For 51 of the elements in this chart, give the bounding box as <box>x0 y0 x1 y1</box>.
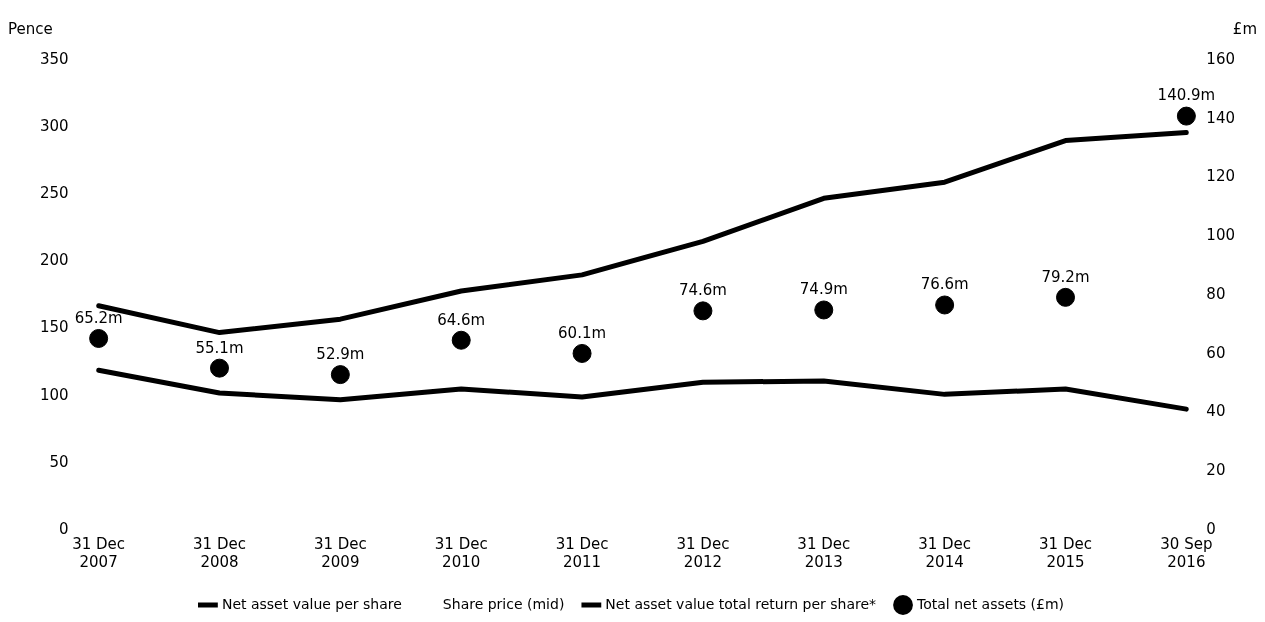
data-label: 140.9m <box>1157 86 1216 105</box>
data-label: 76.6m <box>920 275 969 294</box>
point <box>572 343 592 363</box>
data-label: 65.2m <box>74 308 123 327</box>
point <box>935 295 955 315</box>
legend-label: Net asset value total return per share* <box>605 595 877 612</box>
x-tick-label: 31 Dec 2014 <box>918 534 972 571</box>
y-tick-label: 150 <box>39 318 69 337</box>
data-label: 74.6m <box>678 281 727 300</box>
y2-axis-title: £m <box>1232 20 1257 39</box>
y2-tick-label: 40 <box>1206 402 1226 421</box>
legend-label: Total net assets (£m) <box>916 595 1065 612</box>
x-tick-label: 31 Dec 2008 <box>193 534 246 571</box>
y2-tick-label: 20 <box>1206 461 1226 480</box>
y2-tick-label: 80 <box>1206 284 1226 303</box>
point <box>814 300 834 320</box>
y-tick-label: 250 <box>39 184 69 203</box>
x-tick-label: 31 Dec 2011 <box>555 534 609 571</box>
data-label: 55.1m <box>195 338 244 357</box>
y2-tick-label: 100 <box>1206 226 1236 245</box>
y-tick-label: 50 <box>49 452 69 471</box>
y-tick-label: 300 <box>39 117 69 136</box>
data-label: 60.1m <box>558 323 607 342</box>
text: Share price (mid) <box>442 595 565 612</box>
data-label: 52.9m <box>316 345 365 363</box>
y-tick-label: 0 <box>59 519 69 538</box>
x-tick-label: 31 Dec 2013 <box>797 534 851 571</box>
point <box>89 328 109 348</box>
point <box>1056 287 1076 307</box>
data-label: 74.9m <box>799 280 848 299</box>
legend-label: Net asset value per share <box>221 595 402 612</box>
point <box>693 301 713 321</box>
y2-tick-label: 60 <box>1206 343 1226 362</box>
y-axis-title: Pence <box>8 20 53 39</box>
y-tick-label: 350 <box>39 49 69 68</box>
y-tick-label: 100 <box>39 385 69 404</box>
x-tick-label: 31 Dec 2010 <box>434 534 488 571</box>
point <box>209 358 229 378</box>
x-tick-label: 31 Dec 2012 <box>676 534 730 571</box>
point <box>451 330 471 350</box>
x-tick-label: 31 Dec 2015 <box>1039 534 1092 571</box>
y2-tick-label: 140 <box>1206 108 1236 127</box>
x-tick-label: 31 Dec 2007 <box>72 534 126 571</box>
y2-tick-label: 120 <box>1206 167 1236 186</box>
data-label: 64.6m <box>437 310 486 329</box>
y-tick-label: 200 <box>39 251 69 270</box>
y2-tick-label: 160 <box>1206 49 1236 68</box>
point <box>330 365 350 385</box>
x-tick-label: 31 Dec 2009 <box>313 534 367 571</box>
point <box>1176 106 1196 126</box>
data-label: 79.2m <box>1041 267 1090 286</box>
